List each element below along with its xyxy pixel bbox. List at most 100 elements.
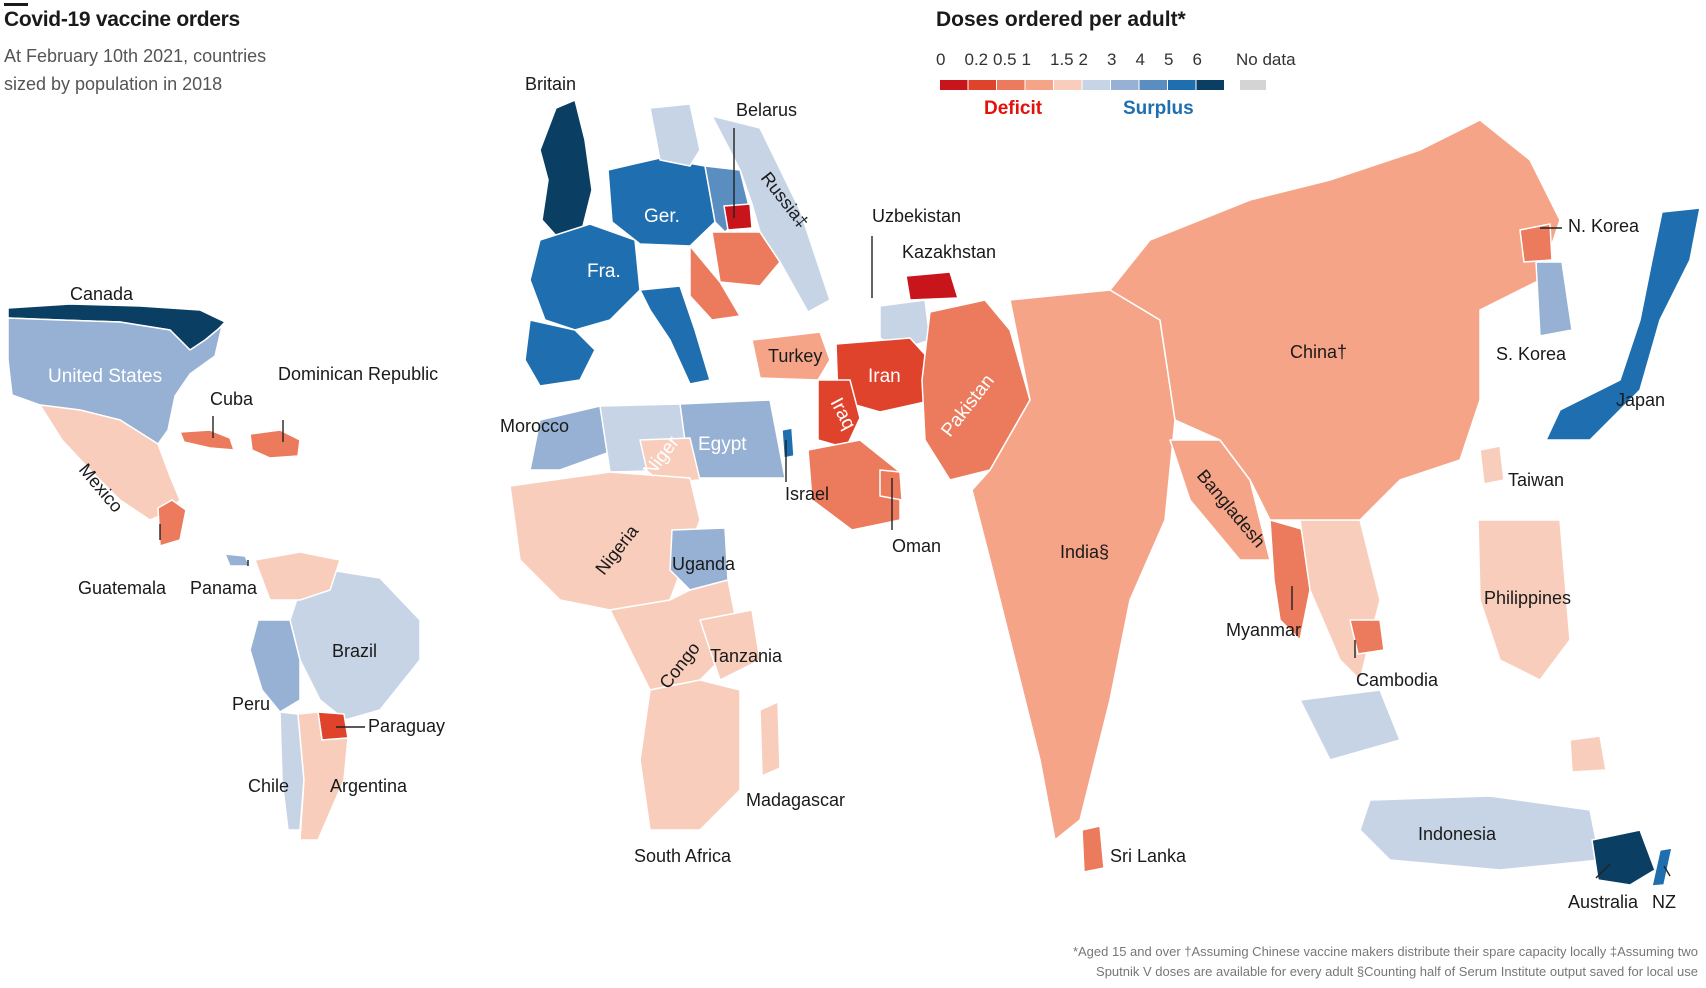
country-panama <box>224 553 251 567</box>
legend-deficit-label: Deficit <box>984 98 1043 119</box>
legend-swatch <box>1196 80 1224 90</box>
country-oman <box>879 469 903 501</box>
country-south-korea <box>1535 261 1573 337</box>
label-nz: NZ <box>1652 892 1676 912</box>
country-iraq <box>817 379 861 449</box>
country-nz <box>1651 847 1673 887</box>
label-israel: Israel <box>785 484 829 504</box>
chart-title: Covid-19 vaccine orders <box>4 8 240 31</box>
country-malaysia <box>1299 689 1401 761</box>
label-britain: Britain <box>525 74 576 94</box>
region-north-america <box>7 303 301 567</box>
country-scandinavia <box>649 103 701 167</box>
label-panama: Panama <box>190 578 258 598</box>
legend-swatch <box>940 80 968 90</box>
legend-tick-label: 5 <box>1164 50 1174 69</box>
country-morocco <box>529 405 611 471</box>
legend-swatch <box>997 80 1025 90</box>
label-paraguay: Paraguay <box>368 716 445 736</box>
country-balkans <box>689 245 741 321</box>
country-iberia <box>524 319 596 387</box>
label-taiwan: Taiwan <box>1508 470 1564 490</box>
label-oman: Oman <box>892 536 941 556</box>
legend-swatch <box>1111 80 1139 90</box>
label-south-africa: South Africa <box>634 846 732 866</box>
label-brazil: Brazil <box>332 641 377 661</box>
country-australia <box>1591 829 1656 886</box>
label-dominican-republic: Dominican Republic <box>278 364 438 384</box>
region-europe <box>524 99 831 387</box>
legend-tick-label: 6 <box>1192 50 1202 69</box>
legend-title: Doses ordered per adult* <box>936 8 1186 31</box>
label-north-korea: N. Korea <box>1568 216 1640 236</box>
label-uzbekistan: Uzbekistan <box>872 206 961 226</box>
footnote-line-2: Sputnik V doses are available for every … <box>1096 964 1698 979</box>
legend-no-data-label: No data <box>1236 50 1296 69</box>
footnote: *Aged 15 and over †Assuming Chinese vacc… <box>1058 942 1698 982</box>
country-ukraine <box>711 231 781 287</box>
country-taiwan <box>1479 445 1505 485</box>
label-belarus: Belarus <box>736 100 797 120</box>
country-russia <box>711 115 831 313</box>
legend-tick-label: 0.5 <box>993 50 1017 69</box>
country-united-states <box>7 317 223 445</box>
country-niger <box>639 437 701 485</box>
title-rule <box>4 3 28 6</box>
country-turkey <box>751 331 831 381</box>
legend-swatch <box>1139 80 1167 90</box>
region-africa <box>509 399 786 831</box>
legend-tick-label: 1.5 <box>1050 50 1074 69</box>
label-sri-lanka: Sri Lanka <box>1110 846 1187 866</box>
country-argentina <box>297 711 349 841</box>
label-canada: Canada <box>70 284 134 304</box>
legend-tick-label: 0.2 <box>964 50 989 69</box>
label-chile: Chile <box>248 776 289 796</box>
label-madagascar: Madagascar <box>746 790 845 810</box>
country-arabia <box>807 439 901 531</box>
country-sri-lanka <box>1081 825 1105 873</box>
label-morocco: Morocco <box>500 416 569 436</box>
callout-lines <box>159 128 1671 879</box>
country-italy <box>639 285 711 385</box>
country-japan <box>1545 207 1701 441</box>
legend-swatch <box>1168 80 1196 90</box>
legend-swatch <box>968 80 996 90</box>
legend-tick-label: 3 <box>1107 50 1117 69</box>
country-france <box>529 223 641 331</box>
label-peru: Peru <box>232 694 270 714</box>
legend-swatch <box>1054 80 1082 90</box>
label-cambodia: Cambodia <box>1356 670 1439 690</box>
region-south-america <box>249 551 421 841</box>
chart-subtitle: At February 10th 2021, countries sized b… <box>4 46 267 94</box>
label-cuba: Cuba <box>210 389 254 409</box>
country-southern-africa <box>639 679 741 831</box>
country-north-korea <box>1519 223 1553 263</box>
legend-tick-label: 1 <box>1021 50 1031 69</box>
country-philippines <box>1477 519 1571 681</box>
label-kazakhstan: Kazakhstan <box>902 242 996 262</box>
label-philippines: Philippines <box>1484 588 1571 608</box>
label-guatemala: Guatemala <box>78 578 167 598</box>
country-guatemala <box>157 499 187 547</box>
label-tanzania: Tanzania <box>710 646 783 666</box>
country-china <box>1109 119 1561 521</box>
label-myanmar: Myanmar <box>1226 620 1301 640</box>
label-france: Fra. <box>587 261 621 282</box>
country-kazakhstan <box>905 271 959 301</box>
label-turkey: Turkey <box>768 346 822 366</box>
country-colombia <box>254 551 341 601</box>
legend-swatch <box>1025 80 1053 90</box>
label-australia: Australia <box>1568 892 1639 912</box>
legend-swatches <box>940 80 1266 90</box>
label-united-states: United States <box>48 366 162 387</box>
label-china: China† <box>1290 342 1347 362</box>
country-png <box>1569 735 1607 773</box>
country-indochina <box>1299 519 1381 681</box>
legend-tick-label: 2 <box>1078 50 1088 69</box>
country-britain <box>539 99 593 241</box>
country-madagascar <box>759 701 781 777</box>
country-indonesia <box>1359 795 1601 871</box>
country-belarus <box>723 203 753 231</box>
country-cuba <box>179 429 235 451</box>
